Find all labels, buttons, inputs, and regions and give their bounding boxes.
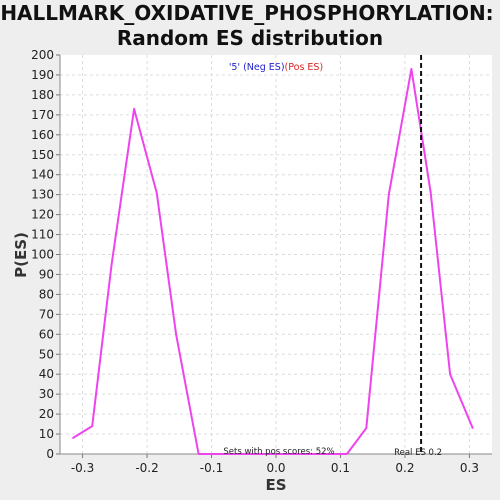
x-tick-label: -0.2 <box>135 461 158 475</box>
y-tick-label: 60 <box>39 327 54 341</box>
legend-pos-es: (Pos ES) <box>285 62 324 73</box>
x-tick-label: -0.3 <box>71 461 94 475</box>
chart-title-line-2: Random ES distribution <box>117 26 383 50</box>
series-layer <box>72 68 474 455</box>
x-axis-title: ES <box>265 476 286 494</box>
axes: 0 10 20 30 40 50 60 70 80 90 100 110 120 130 140 150 160… <box>31 48 492 475</box>
data-point <box>91 425 94 427</box>
y-tick-label: 160 <box>31 128 54 142</box>
y-tick-label: 180 <box>31 88 54 102</box>
data-point <box>210 453 213 455</box>
real-es-label: Real ES 0.2 <box>394 448 442 458</box>
y-tick-label: 130 <box>31 188 54 202</box>
data-point <box>133 108 135 110</box>
y-tick-label: 150 <box>31 148 54 162</box>
legend: '5' (Neg ES)(Pos ES) <box>229 62 323 73</box>
y-tick-label: 40 <box>39 367 54 381</box>
y-tick-label: 140 <box>31 168 54 182</box>
data-point <box>175 333 177 336</box>
y-tick-label: 20 <box>39 407 54 421</box>
data-point <box>449 373 451 376</box>
data-point <box>410 68 413 70</box>
x-tick-label: 0.1 <box>331 461 350 475</box>
data-point <box>471 427 474 429</box>
data-point <box>197 453 200 455</box>
data-point <box>155 191 158 194</box>
data-point <box>110 263 113 266</box>
x-tick-label: 0.2 <box>395 461 414 475</box>
y-tick-label: 70 <box>39 307 54 321</box>
y-tick-label: 80 <box>39 287 54 301</box>
grid-lines <box>60 55 492 454</box>
data-point <box>429 191 432 194</box>
data-point <box>388 193 390 196</box>
x-tick-label: -0.1 <box>200 461 223 475</box>
data-point <box>365 427 368 429</box>
data-point <box>72 437 74 439</box>
legend-neg-es: '5' (Neg ES) <box>229 62 285 73</box>
y-tick-label: 120 <box>31 208 54 222</box>
y-tick-label: 170 <box>31 108 54 122</box>
y-axis-title: P(ES) <box>12 232 30 278</box>
x-tick-label: 0.3 <box>460 461 479 475</box>
data-point <box>346 453 348 455</box>
y-tick-label: 100 <box>31 248 54 262</box>
y-tick-label: 10 <box>39 427 54 441</box>
y-tick-label: 200 <box>31 48 54 62</box>
y-tick-label: 190 <box>31 68 54 82</box>
y-tick-label: 110 <box>31 228 54 242</box>
y-tick-label: 30 <box>39 387 54 401</box>
y-tick-label: 50 <box>39 347 54 361</box>
x-tick-label: 0.0 <box>266 461 285 475</box>
y-tick-label: 0 <box>46 447 54 461</box>
y-tick-label: 90 <box>39 267 54 281</box>
pos-score-annotation: Sets with pos scores: 52% <box>223 447 334 457</box>
chart-title-line-1: HALLMARK_OXIDATIVE_PHOSPHORYLATION: <box>0 1 493 25</box>
